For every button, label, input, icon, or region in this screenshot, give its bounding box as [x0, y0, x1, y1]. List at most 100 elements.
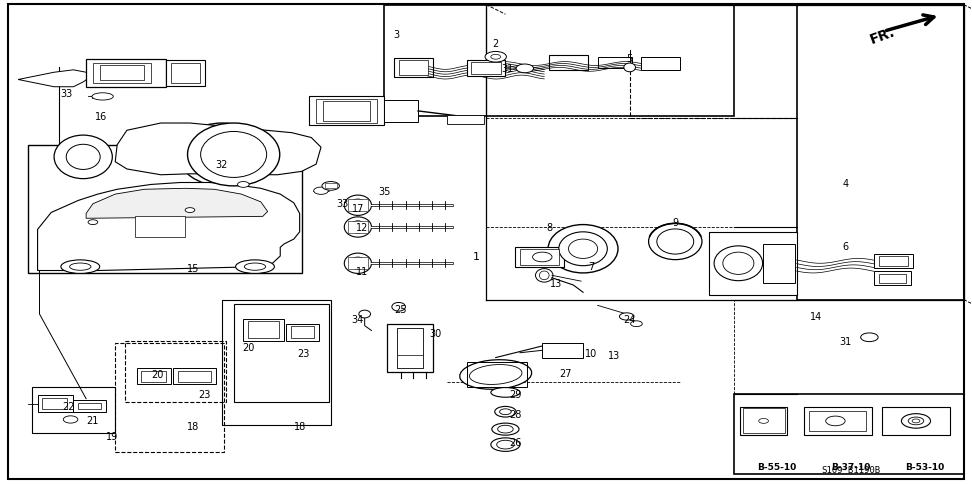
- Ellipse shape: [753, 416, 775, 426]
- Ellipse shape: [492, 423, 519, 435]
- Bar: [879, 274, 906, 283]
- Text: 7: 7: [588, 261, 594, 271]
- Ellipse shape: [350, 221, 365, 234]
- Ellipse shape: [908, 417, 923, 425]
- Bar: [397, 328, 423, 368]
- Text: 22: 22: [62, 401, 75, 411]
- Bar: [467, 60, 505, 77]
- Ellipse shape: [569, 240, 598, 259]
- Bar: [28, 146, 301, 273]
- Bar: [471, 63, 501, 75]
- Ellipse shape: [491, 55, 501, 60]
- Bar: [142, 371, 165, 382]
- Ellipse shape: [495, 407, 516, 417]
- Bar: [467, 363, 527, 387]
- Ellipse shape: [92, 93, 114, 101]
- Bar: [542, 343, 583, 358]
- Ellipse shape: [178, 124, 265, 186]
- Bar: [170, 63, 199, 84]
- Text: 11: 11: [356, 266, 367, 276]
- Ellipse shape: [657, 229, 694, 255]
- Polygon shape: [116, 124, 321, 175]
- Bar: [734, 394, 963, 474]
- Bar: [233, 305, 329, 402]
- Bar: [38, 395, 74, 412]
- Bar: [348, 200, 367, 212]
- Ellipse shape: [70, 263, 91, 271]
- Bar: [348, 222, 367, 233]
- Ellipse shape: [185, 208, 194, 213]
- Ellipse shape: [491, 388, 520, 397]
- Ellipse shape: [469, 365, 522, 385]
- Bar: [74, 400, 106, 412]
- Bar: [43, 398, 67, 409]
- Ellipse shape: [485, 52, 506, 63]
- Ellipse shape: [825, 416, 845, 426]
- Ellipse shape: [648, 224, 702, 260]
- Ellipse shape: [392, 303, 405, 312]
- Ellipse shape: [359, 311, 370, 318]
- Text: 28: 28: [509, 409, 521, 419]
- Bar: [79, 403, 101, 409]
- Bar: [316, 100, 377, 124]
- Text: 17: 17: [352, 203, 364, 213]
- Text: FR.: FR.: [868, 25, 896, 47]
- Bar: [520, 250, 559, 265]
- Ellipse shape: [912, 419, 920, 423]
- Ellipse shape: [244, 263, 265, 271]
- Text: 27: 27: [559, 368, 572, 378]
- Bar: [286, 324, 319, 341]
- Bar: [222, 300, 330, 425]
- Text: 18: 18: [187, 422, 199, 431]
- Ellipse shape: [63, 416, 78, 423]
- Ellipse shape: [66, 145, 100, 170]
- Bar: [710, 232, 797, 295]
- Ellipse shape: [88, 220, 98, 225]
- Bar: [100, 66, 145, 81]
- Polygon shape: [18, 71, 90, 88]
- Ellipse shape: [714, 246, 763, 281]
- Bar: [32, 387, 116, 433]
- Text: 13: 13: [608, 350, 620, 361]
- Ellipse shape: [322, 182, 339, 191]
- Bar: [93, 63, 151, 84]
- Bar: [879, 257, 908, 266]
- Text: 16: 16: [94, 111, 107, 121]
- Text: B-55-10: B-55-10: [757, 462, 797, 471]
- Ellipse shape: [61, 260, 100, 274]
- Text: 20: 20: [242, 342, 255, 352]
- Bar: [805, 407, 872, 435]
- Ellipse shape: [497, 440, 514, 449]
- Bar: [291, 326, 314, 338]
- Text: B-37-10: B-37-10: [831, 462, 871, 471]
- Text: 1: 1: [472, 252, 480, 261]
- Text: 18: 18: [294, 422, 306, 431]
- Bar: [797, 4, 963, 300]
- Text: S109·B1190B: S109·B1190B: [821, 465, 881, 474]
- Ellipse shape: [631, 321, 642, 327]
- Text: 25: 25: [395, 304, 407, 315]
- Ellipse shape: [344, 196, 371, 216]
- Ellipse shape: [200, 132, 266, 178]
- Bar: [515, 248, 564, 267]
- Bar: [309, 97, 384, 126]
- Bar: [741, 407, 787, 435]
- Text: 19: 19: [106, 431, 119, 441]
- Bar: [882, 407, 950, 435]
- Text: 35: 35: [378, 186, 391, 197]
- Text: 24: 24: [623, 314, 636, 324]
- Bar: [447, 116, 484, 125]
- Bar: [598, 58, 632, 69]
- Ellipse shape: [500, 409, 511, 415]
- Ellipse shape: [759, 419, 769, 424]
- Text: 12: 12: [356, 223, 368, 232]
- Ellipse shape: [192, 135, 251, 176]
- Text: 31: 31: [839, 336, 851, 346]
- Polygon shape: [87, 189, 267, 219]
- Ellipse shape: [188, 124, 280, 186]
- Bar: [399, 61, 428, 76]
- Text: 9: 9: [673, 218, 678, 227]
- Text: 33: 33: [60, 89, 73, 98]
- Text: 23: 23: [198, 389, 211, 399]
- Text: 5: 5: [627, 54, 633, 63]
